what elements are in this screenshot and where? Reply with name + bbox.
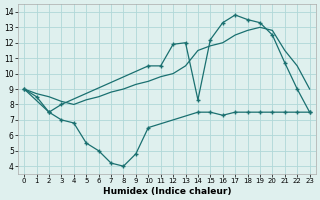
X-axis label: Humidex (Indice chaleur): Humidex (Indice chaleur) — [103, 187, 231, 196]
